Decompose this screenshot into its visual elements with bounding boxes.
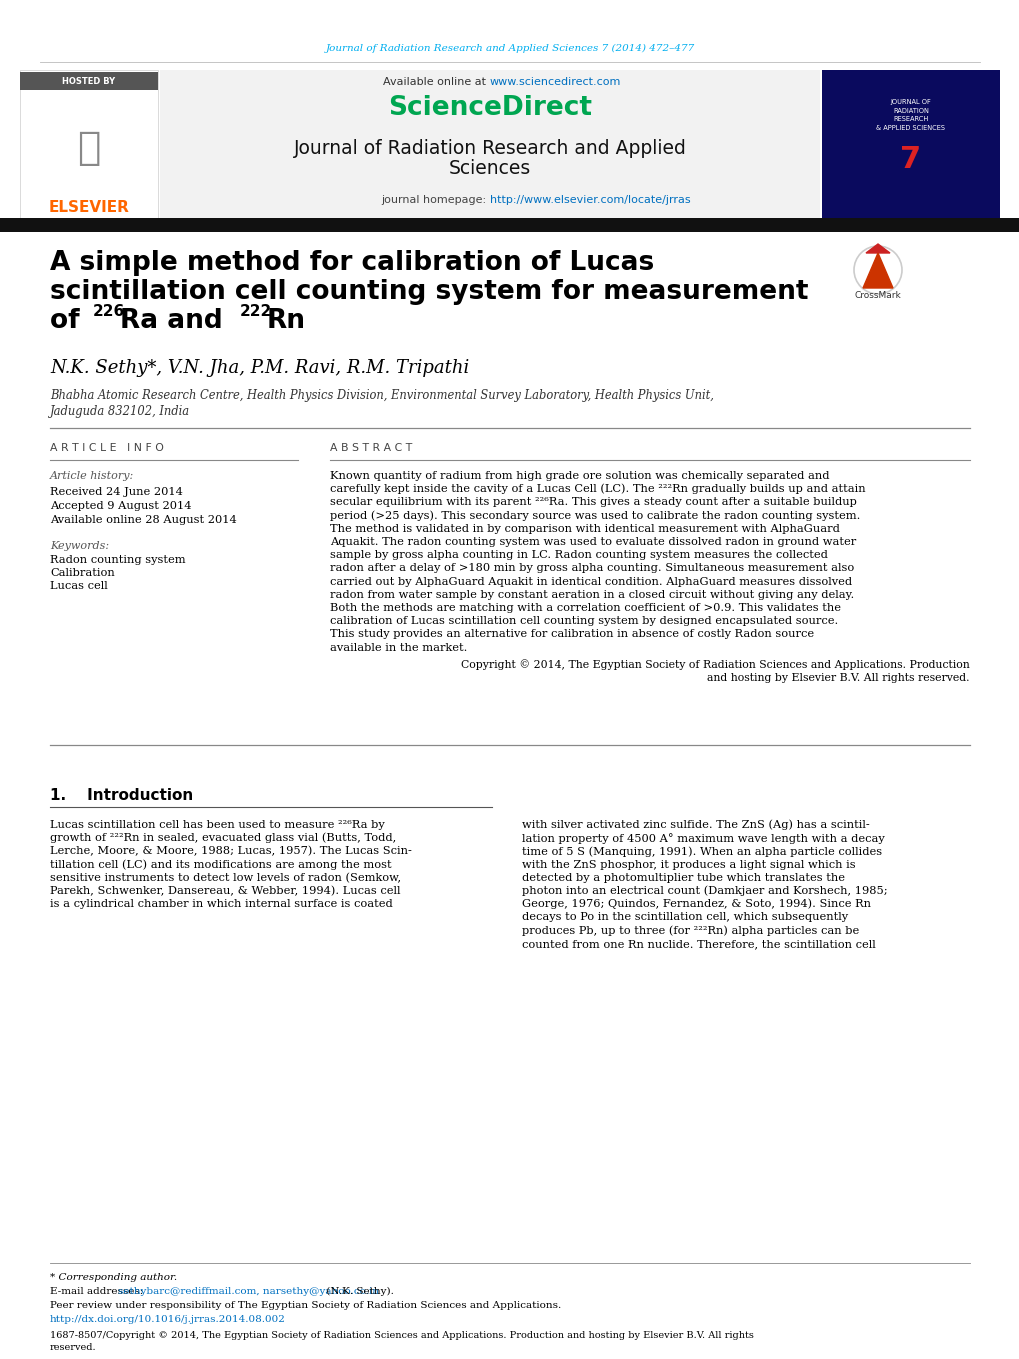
Text: (N.K. Sethy).: (N.K. Sethy).: [323, 1287, 393, 1295]
Polygon shape: [862, 253, 892, 288]
Text: Article history:: Article history:: [50, 472, 135, 481]
Text: 226: 226: [93, 304, 125, 319]
Text: Lucas scintillation cell has been used to measure ²²⁶Ra by: Lucas scintillation cell has been used t…: [50, 819, 384, 830]
Text: N.K. Sethy*, V.N. Jha, P.M. Ravi, R.M. Tripathi: N.K. Sethy*, V.N. Jha, P.M. Ravi, R.M. T…: [50, 359, 469, 376]
Text: and hosting by Elsevier B.V. All rights reserved.: and hosting by Elsevier B.V. All rights …: [707, 673, 969, 682]
Text: Bhabha Atomic Research Centre, Health Physics Division, Environmental Survey Lab: Bhabha Atomic Research Centre, Health Ph…: [50, 390, 713, 402]
Circle shape: [853, 246, 901, 294]
Text: Journal of Radiation Research and Applied: Journal of Radiation Research and Applie…: [293, 139, 686, 158]
Text: E-mail addresses:: E-mail addresses:: [50, 1287, 147, 1295]
Text: A R T I C L E   I N F O: A R T I C L E I N F O: [50, 443, 164, 453]
Text: 7: 7: [900, 145, 920, 174]
Text: A simple method for calibration of Lucas: A simple method for calibration of Lucas: [50, 250, 653, 276]
Text: radon from water sample by constant aeration in a closed circuit without giving : radon from water sample by constant aera…: [330, 590, 854, 599]
Text: Lucas cell: Lucas cell: [50, 582, 108, 591]
Polygon shape: [865, 245, 890, 253]
Text: Lerche, Moore, & Moore, 1988; Lucas, 1957). The Lucas Scin-: Lerche, Moore, & Moore, 1988; Lucas, 195…: [50, 847, 412, 856]
Text: George, 1976; Quindos, Fernandez, & Soto, 1994). Since Rn: George, 1976; Quindos, Fernandez, & Soto…: [522, 898, 870, 909]
Bar: [20, 71, 158, 217]
Text: Calibration: Calibration: [50, 568, 115, 578]
Text: 1687-8507/Copyright © 2014, The Egyptian Society of Radiation Sciences and Appli: 1687-8507/Copyright © 2014, The Egyptian…: [50, 1330, 753, 1340]
Text: Keywords:: Keywords:: [50, 541, 109, 550]
Text: Jaduguda 832102, India: Jaduguda 832102, India: [50, 405, 190, 419]
Bar: [160, 71, 819, 217]
Text: 1.    Introduction: 1. Introduction: [50, 787, 193, 803]
Text: * Corresponding author.: * Corresponding author.: [50, 1272, 177, 1282]
Text: www.sciencedirect.com: www.sciencedirect.com: [489, 77, 621, 87]
Text: Available online 28 August 2014: Available online 28 August 2014: [50, 515, 236, 525]
Text: Ra and: Ra and: [120, 308, 231, 334]
Text: Sciences: Sciences: [448, 159, 531, 178]
Text: scintillation cell counting system for measurement: scintillation cell counting system for m…: [50, 279, 808, 304]
Text: radon after a delay of >180 min by gross alpha counting. Simultaneous measuremen: radon after a delay of >180 min by gross…: [330, 564, 854, 573]
Text: decays to Po in the scintillation cell, which subsequently: decays to Po in the scintillation cell, …: [522, 912, 847, 923]
Text: A B S T R A C T: A B S T R A C T: [330, 443, 412, 453]
Text: Available online at: Available online at: [383, 77, 489, 87]
Text: The method is validated in by comparison with identical measurement with AlphaGu: The method is validated in by comparison…: [330, 523, 839, 534]
Text: Received 24 June 2014: Received 24 June 2014: [50, 487, 182, 497]
Text: http://www.elsevier.com/locate/jrras: http://www.elsevier.com/locate/jrras: [489, 194, 690, 205]
Text: calibration of Lucas scintillation cell counting system by designed encapsulated: calibration of Lucas scintillation cell …: [330, 616, 838, 626]
Text: photon into an electrical count (Damkjaer and Korshech, 1985;: photon into an electrical count (Damkjae…: [522, 886, 887, 897]
Text: Copyright © 2014, The Egyptian Society of Radiation Sciences and Applications. P: Copyright © 2014, The Egyptian Society o…: [461, 659, 969, 670]
Bar: [20, 72, 158, 90]
Text: CrossMark: CrossMark: [854, 291, 901, 300]
Text: http://dx.doi.org/10.1016/j.jrras.2014.08.002: http://dx.doi.org/10.1016/j.jrras.2014.0…: [50, 1314, 285, 1324]
Text: sensitive instruments to detect low levels of radon (Semkow,: sensitive instruments to detect low leve…: [50, 872, 400, 883]
Text: counted from one Rn nuclide. Therefore, the scintillation cell: counted from one Rn nuclide. Therefore, …: [522, 939, 875, 949]
Text: Parekh, Schwenker, Dansereau, & Webber, 1994). Lucas cell: Parekh, Schwenker, Dansereau, & Webber, …: [50, 886, 400, 896]
Text: lation property of 4500 A° maximum wave length with a decay: lation property of 4500 A° maximum wave …: [522, 833, 883, 844]
Text: secular equilibrium with its parent ²²⁶Ra. This gives a steady count after a sui: secular equilibrium with its parent ²²⁶R…: [330, 497, 856, 507]
Text: produces Pb, up to three (for ²²²Rn) alpha particles can be: produces Pb, up to three (for ²²²Rn) alp…: [522, 925, 858, 936]
Text: is a cylindrical chamber in which internal surface is coated: is a cylindrical chamber in which intern…: [50, 900, 392, 909]
Text: Both the methods are matching with a correlation coefficient of >0.9. This valid: Both the methods are matching with a cor…: [330, 603, 841, 613]
Text: ScienceDirect: ScienceDirect: [387, 95, 591, 121]
Text: carried out by AlphaGuard Aquakit in identical condition. AlphaGuard measures di: carried out by AlphaGuard Aquakit in ide…: [330, 576, 851, 587]
Text: carefully kept inside the cavity of a Lucas Cell (LC). The ²²²Rn gradually build: carefully kept inside the cavity of a Lu…: [330, 484, 865, 495]
Text: Aquakit. The radon counting system was used to evaluate dissolved radon in groun: Aquakit. The radon counting system was u…: [330, 537, 855, 548]
Text: This study provides an alternative for calibration in absence of costly Radon so: This study provides an alternative for c…: [330, 629, 813, 639]
Bar: [0, 217, 1019, 232]
Text: journal homepage:: journal homepage:: [381, 194, 489, 205]
Text: time of 5 S (Manquing, 1991). When an alpha particle collides: time of 5 S (Manquing, 1991). When an al…: [522, 847, 881, 856]
Text: with the ZnS phosphor, it produces a light signal which is: with the ZnS phosphor, it produces a lig…: [522, 860, 855, 870]
Text: Known quantity of radium from high grade ore solution was chemically separated a: Known quantity of radium from high grade…: [330, 472, 828, 481]
Text: Peer review under responsibility of The Egyptian Society of Radiation Sciences a: Peer review under responsibility of The …: [50, 1301, 560, 1310]
Text: of: of: [50, 308, 89, 334]
Text: JOURNAL OF
RADIATION
RESEARCH
& APPLIED SCIENCES: JOURNAL OF RADIATION RESEARCH & APPLIED …: [875, 99, 945, 130]
Text: sample by gross alpha counting in LC. Radon counting system measures the collect: sample by gross alpha counting in LC. Ra…: [330, 550, 827, 560]
Text: tillation cell (LC) and its modifications are among the most: tillation cell (LC) and its modification…: [50, 859, 391, 870]
Text: detected by a photomultiplier tube which translates the: detected by a photomultiplier tube which…: [522, 872, 844, 883]
Text: period (>25 days). This secondary source was used to calibrate the radon countin: period (>25 days). This secondary source…: [330, 511, 860, 520]
Text: 222: 222: [239, 304, 272, 319]
Text: Journal of Radiation Research and Applied Sciences 7 (2014) 472–477: Journal of Radiation Research and Applie…: [325, 43, 694, 53]
Text: reserved.: reserved.: [50, 1344, 97, 1352]
Text: available in the market.: available in the market.: [330, 643, 467, 652]
Text: Rn: Rn: [267, 308, 306, 334]
Text: ELSEVIER: ELSEVIER: [49, 201, 129, 216]
Text: sethybarc@rediffmail.com, narsethy@yahoo.co.in: sethybarc@rediffmail.com, narsethy@yahoo…: [118, 1287, 379, 1295]
Text: Radon counting system: Radon counting system: [50, 554, 185, 565]
Text: HOSTED BY: HOSTED BY: [62, 76, 115, 86]
Text: growth of ²²²Rn in sealed, evacuated glass vial (Butts, Todd,: growth of ²²²Rn in sealed, evacuated gla…: [50, 833, 395, 844]
Text: Accepted 9 August 2014: Accepted 9 August 2014: [50, 501, 192, 511]
Text: with silver activated zinc sulfide. The ZnS (Ag) has a scintil-: with silver activated zinc sulfide. The …: [522, 819, 869, 830]
Text: 🌳: 🌳: [77, 129, 101, 167]
Bar: [821, 71, 999, 217]
